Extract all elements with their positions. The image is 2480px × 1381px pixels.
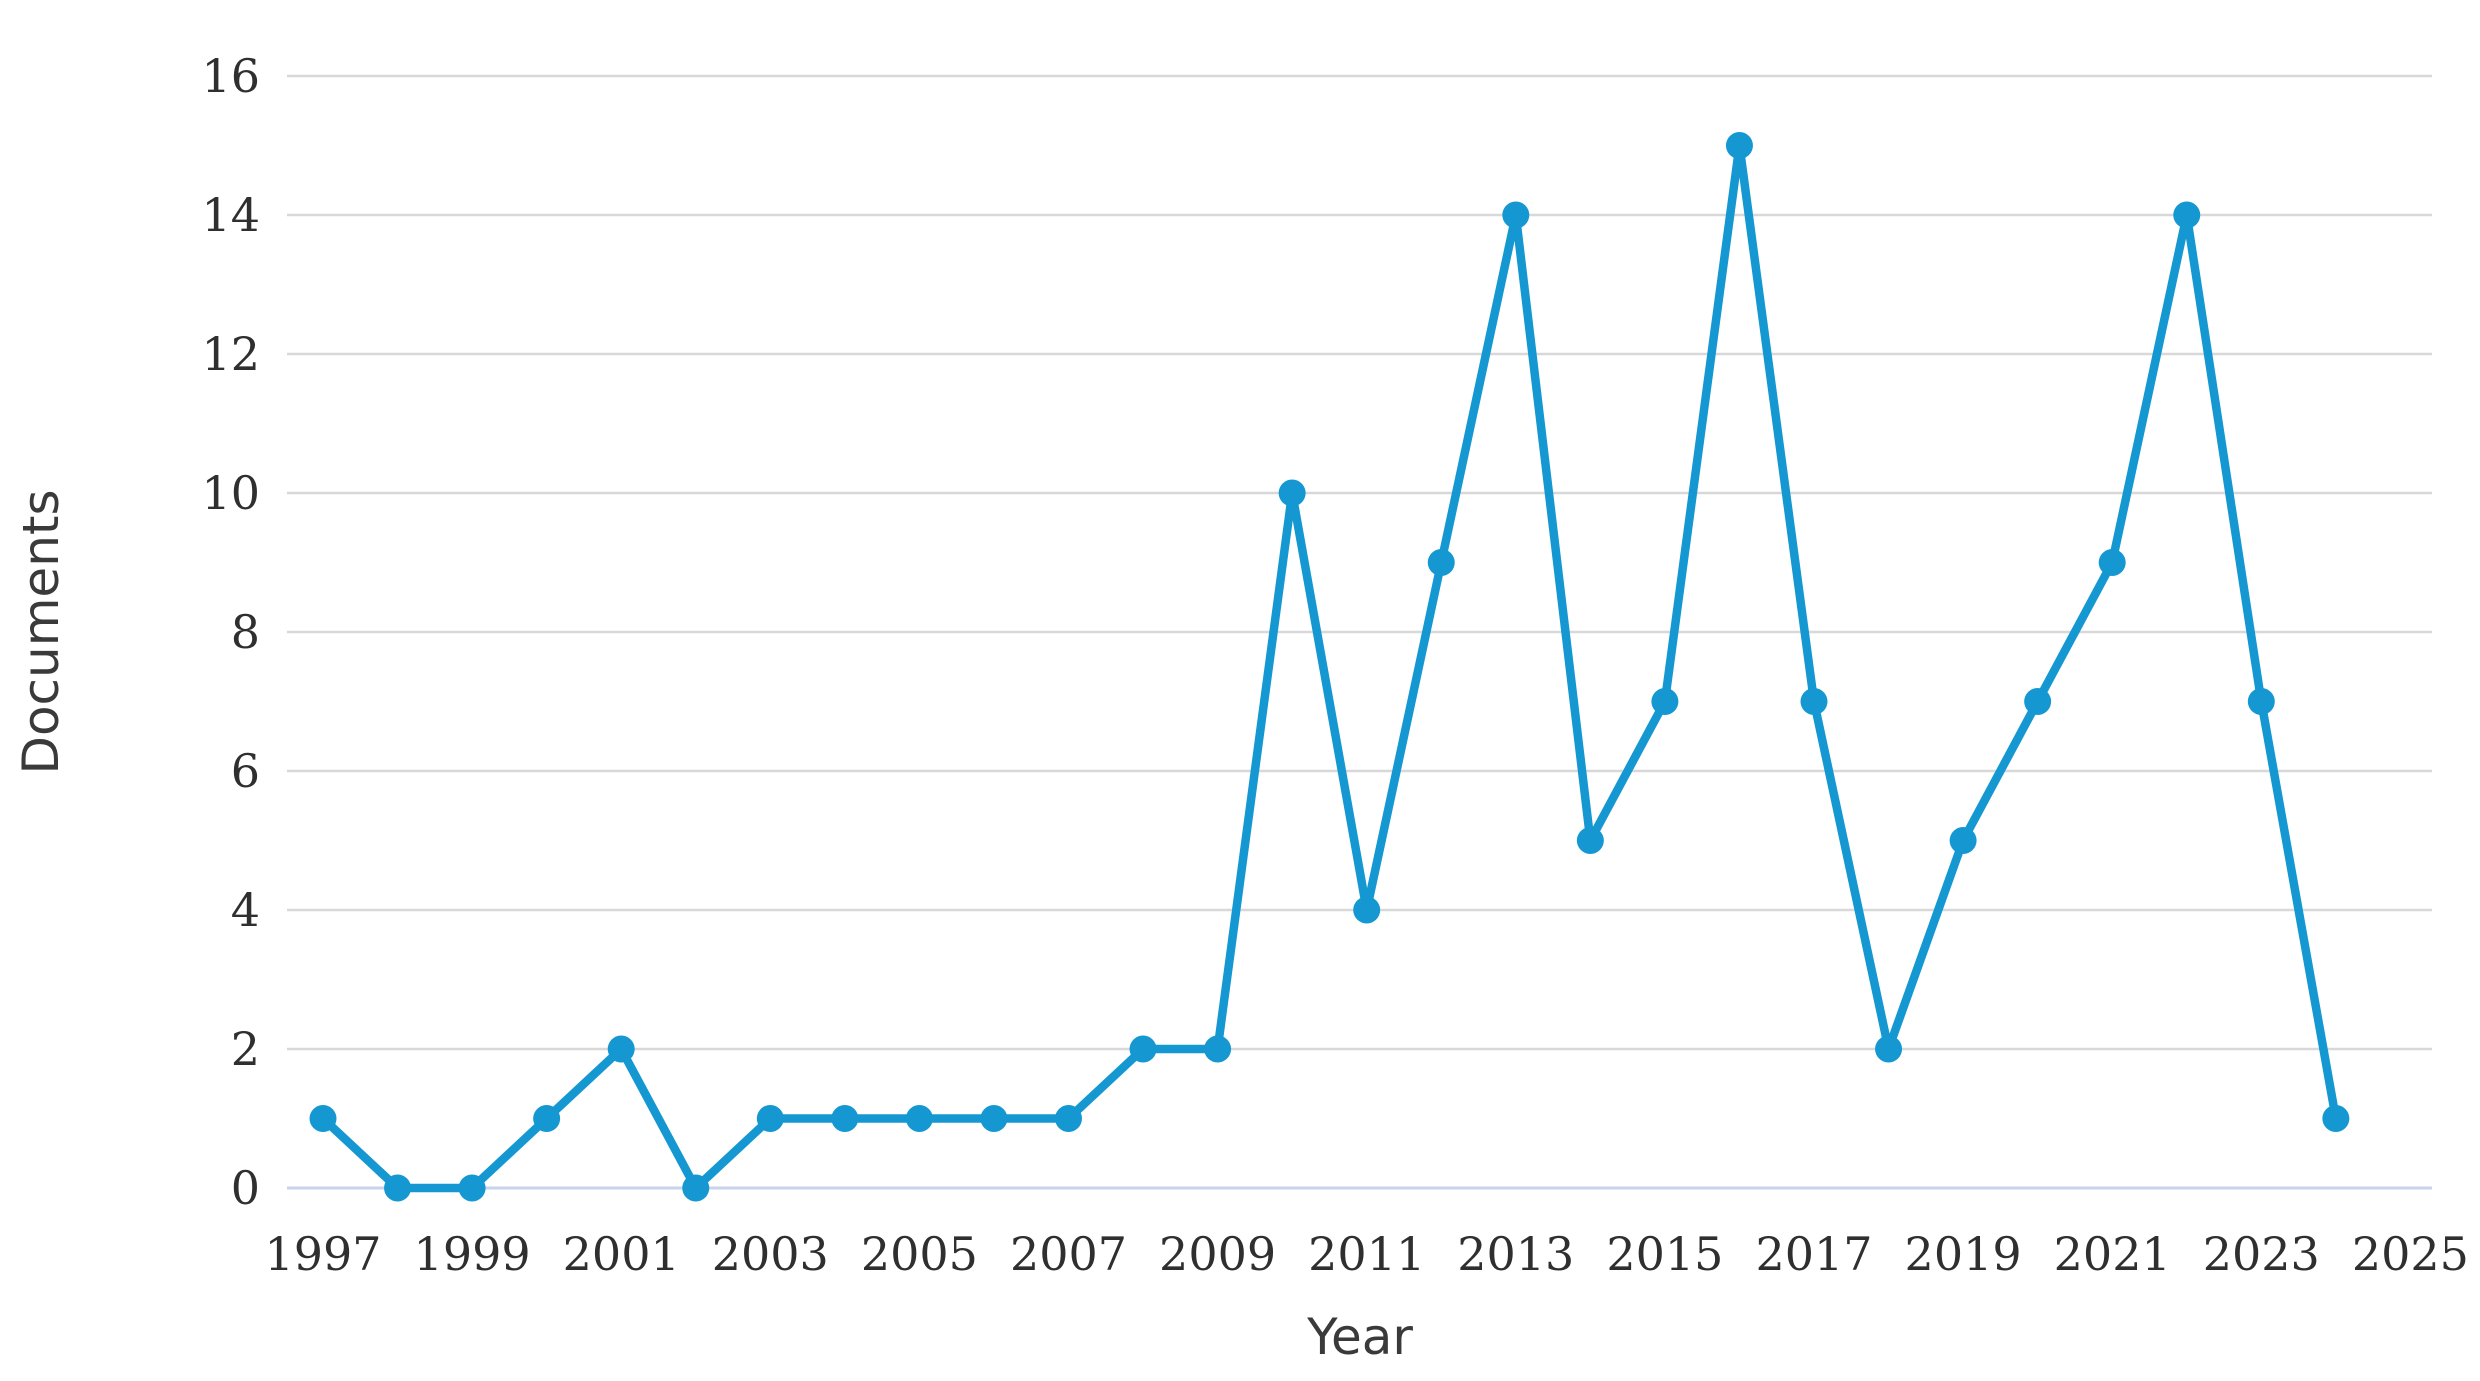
- x-tick-label-2007: 2007: [1010, 1227, 1127, 1281]
- x-tick-label-2013: 2013: [1457, 1227, 1574, 1281]
- data-point-2010: [1278, 479, 1306, 507]
- data-point-2020: [2024, 688, 2052, 715]
- x-tick-label-1997: 1997: [264, 1227, 381, 1281]
- data-point-2005: [905, 1105, 933, 1132]
- data-point-1998: [384, 1174, 412, 1202]
- y-tick-label-2: 2: [231, 1022, 260, 1076]
- y-axis-title: Documents: [12, 489, 70, 774]
- y-tick-label-4: 4: [231, 883, 260, 937]
- data-point-2011: [1353, 896, 1381, 924]
- x-tick-label-2025: 2025: [2352, 1227, 2469, 1281]
- data-point-2014: [1576, 827, 1604, 854]
- data-point-2002: [682, 1174, 710, 1202]
- gridlines-layer: [287, 74, 2432, 1190]
- x-tick-label-2001: 2001: [563, 1227, 680, 1281]
- data-point-2017: [1800, 688, 1828, 715]
- x-tick-label-2017: 2017: [1755, 1227, 1872, 1281]
- data-point-2024: [2322, 1105, 2350, 1132]
- x-tick-label-2003: 2003: [712, 1227, 829, 1281]
- data-point-2023: [2247, 688, 2275, 715]
- x-tick-label-2023: 2023: [2203, 1227, 2320, 1281]
- y-tick-label-6: 6: [231, 744, 260, 798]
- x-tick-label-2019: 2019: [1905, 1227, 2022, 1281]
- x-axis-title: Year: [1306, 1308, 1413, 1366]
- data-point-2008: [1129, 1035, 1157, 1063]
- data-point-2003: [756, 1105, 784, 1132]
- data-point-2004: [831, 1105, 859, 1132]
- series-layer: [309, 132, 2350, 1202]
- x-tick-label-1999: 1999: [414, 1227, 531, 1281]
- y-tick-label-10: 10: [201, 466, 260, 520]
- data-point-2019: [1949, 827, 1977, 854]
- data-point-2013: [1502, 201, 1530, 229]
- data-point-2001: [607, 1035, 635, 1063]
- x-tick-label-2011: 2011: [1308, 1227, 1425, 1281]
- data-point-2000: [533, 1105, 561, 1132]
- data-point-1999: [458, 1174, 486, 1202]
- data-point-2012: [1427, 549, 1455, 576]
- data-point-2007: [1055, 1105, 1082, 1132]
- data-point-2015: [1651, 688, 1679, 715]
- documents-series-line: [318, 141, 2341, 1193]
- x-tick-label-2021: 2021: [2054, 1227, 2171, 1281]
- data-point-2022: [2173, 201, 2201, 229]
- ticks-layer: 0 2 4 6 8 10 12 14 16 1997 1999 2001 2003 2005 2007 200…: [201, 49, 2468, 1281]
- y-tick-label-16: 16: [201, 49, 260, 103]
- y-tick-label-12: 12: [201, 327, 260, 381]
- data-point-2018: [1875, 1035, 1903, 1063]
- y-tick-label-14: 14: [201, 188, 260, 242]
- data-point-1997: [309, 1105, 337, 1132]
- data-point-2009: [1204, 1035, 1232, 1063]
- x-tick-label-2009: 2009: [1159, 1227, 1276, 1281]
- data-point-2021: [2098, 549, 2126, 576]
- y-tick-label-8: 8: [231, 605, 260, 659]
- x-tick-label-2015: 2015: [1606, 1227, 1723, 1281]
- x-tick-label-2005: 2005: [861, 1227, 978, 1281]
- y-tick-label-0: 0: [231, 1161, 260, 1215]
- data-point-2006: [980, 1105, 1008, 1132]
- data-point-2016: [1725, 132, 1753, 159]
